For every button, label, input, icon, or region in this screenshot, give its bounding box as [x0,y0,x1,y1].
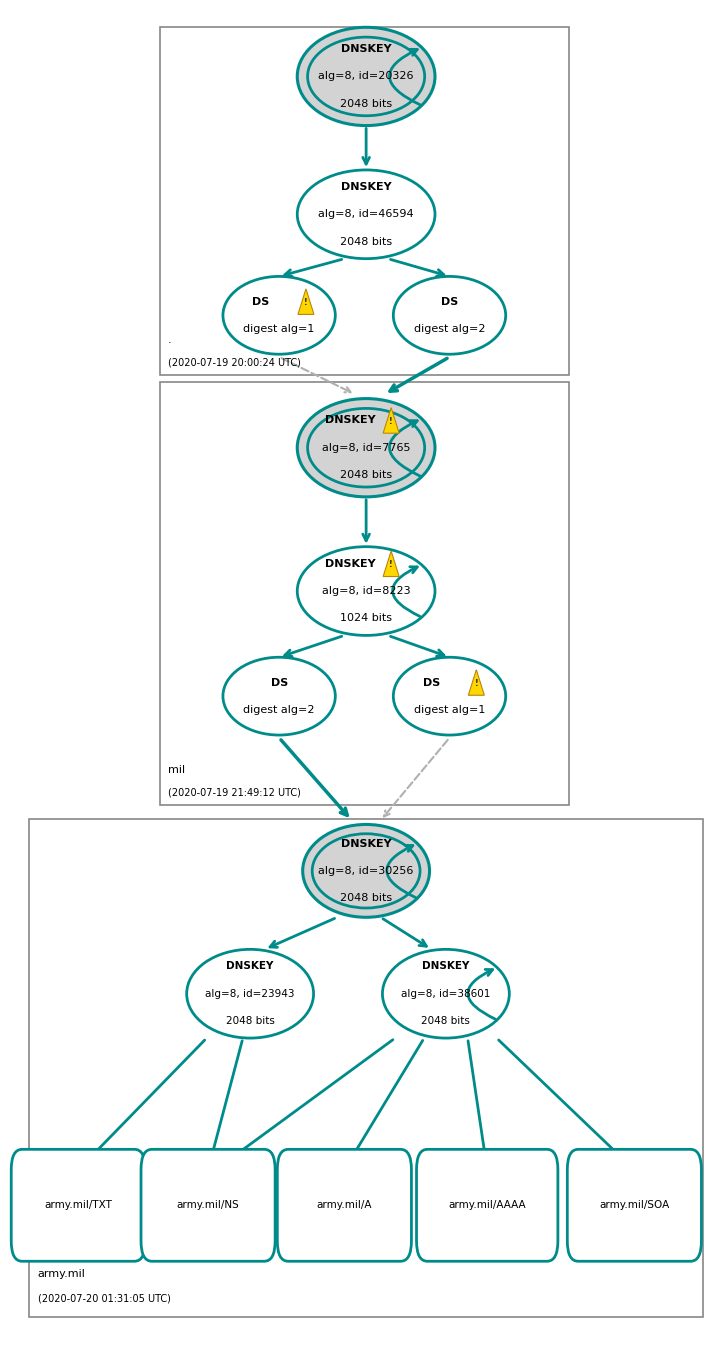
Text: (2020-07-19 21:49:12 UTC): (2020-07-19 21:49:12 UTC) [168,788,301,797]
Text: DS: DS [441,296,458,307]
FancyBboxPatch shape [141,1149,275,1261]
Text: .: . [168,336,172,345]
Ellipse shape [297,399,435,497]
Text: DNSKEY: DNSKEY [422,961,470,972]
Ellipse shape [223,277,335,355]
Text: 2048 bits: 2048 bits [225,1016,275,1026]
Text: 2048 bits: 2048 bits [340,893,392,904]
FancyBboxPatch shape [160,382,569,805]
Text: digest alg=1: digest alg=1 [244,324,315,334]
Polygon shape [468,670,484,695]
Text: alg=8, id=30256: alg=8, id=30256 [318,865,414,876]
Text: army.mil/TXT: army.mil/TXT [44,1200,112,1211]
Ellipse shape [297,27,435,126]
Text: alg=8, id=23943: alg=8, id=23943 [205,988,295,999]
Text: !: ! [474,680,479,688]
Text: army.mil/A: army.mil/A [317,1200,372,1211]
Text: army.mil/SOA: army.mil/SOA [600,1200,669,1211]
FancyBboxPatch shape [12,1149,145,1261]
Text: army.mil/AAAA: army.mil/AAAA [448,1200,526,1211]
Text: DNSKEY: DNSKEY [325,558,375,569]
Text: 2048 bits: 2048 bits [340,470,392,480]
Text: alg=8, id=20326: alg=8, id=20326 [318,71,414,82]
FancyBboxPatch shape [29,819,703,1317]
Text: alg=8, id=46594: alg=8, id=46594 [318,209,414,220]
Text: 2048 bits: 2048 bits [340,236,392,247]
Text: mil: mil [168,766,186,775]
Text: 1024 bits: 1024 bits [340,613,392,624]
Text: digest alg=1: digest alg=1 [414,704,485,715]
Text: digest alg=2: digest alg=2 [244,704,315,715]
Text: alg=8, id=38601: alg=8, id=38601 [401,988,491,999]
Ellipse shape [297,547,435,636]
FancyBboxPatch shape [416,1149,558,1261]
Text: DNSKEY: DNSKEY [226,961,274,972]
Ellipse shape [186,950,313,1039]
Text: DS: DS [270,677,288,688]
Ellipse shape [303,824,429,917]
Text: !: ! [304,299,308,307]
Polygon shape [383,551,399,576]
Ellipse shape [223,658,335,736]
Text: DNSKEY: DNSKEY [325,415,375,426]
Text: DNSKEY: DNSKEY [341,44,392,55]
Text: alg=8, id=7765: alg=8, id=7765 [322,442,410,453]
FancyBboxPatch shape [567,1149,701,1261]
Ellipse shape [383,950,509,1039]
Ellipse shape [393,277,505,355]
Text: DNSKEY: DNSKEY [341,182,392,192]
Polygon shape [383,408,399,433]
Text: !: ! [389,561,393,569]
Text: digest alg=2: digest alg=2 [414,324,485,334]
Text: (2020-07-19 20:00:24 UTC): (2020-07-19 20:00:24 UTC) [168,358,301,367]
Polygon shape [298,289,314,314]
Text: 2048 bits: 2048 bits [421,1016,471,1026]
Text: DS: DS [252,296,270,307]
Text: army.mil: army.mil [38,1269,86,1279]
Ellipse shape [393,658,505,736]
Ellipse shape [297,171,435,259]
Text: DS: DS [423,677,440,688]
Text: 2048 bits: 2048 bits [340,98,392,109]
Text: DNSKEY: DNSKEY [341,838,392,849]
FancyBboxPatch shape [277,1149,411,1261]
Text: alg=8, id=8223: alg=8, id=8223 [322,586,410,597]
Text: !: ! [389,418,393,426]
Text: army.mil/NS: army.mil/NS [177,1200,239,1211]
Text: (2020-07-20 01:31:05 UTC): (2020-07-20 01:31:05 UTC) [38,1294,170,1304]
FancyBboxPatch shape [160,27,569,375]
